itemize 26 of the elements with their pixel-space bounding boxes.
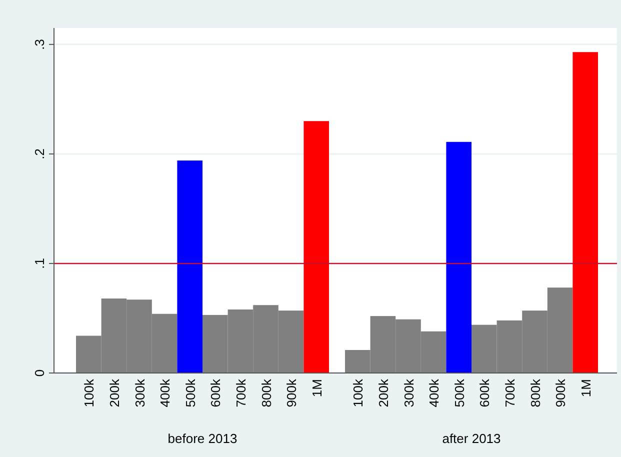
x-tick-label: 500k (452, 378, 467, 408)
x-tick-label: 300k (401, 378, 416, 408)
y-tick-label: .3 (32, 39, 47, 50)
x-tick-label: 900k (284, 378, 300, 408)
x-tick-label: 100k (82, 378, 97, 408)
y-tick-label: .1 (32, 258, 47, 269)
y-tick-label: .2 (32, 148, 47, 160)
x-tick-label: 900k (553, 378, 568, 408)
y-tick-label: 0 (32, 369, 47, 377)
x-tick-label: 700k (233, 378, 248, 408)
x-tick-label: 400k (426, 378, 442, 408)
x-tick-label: 100k (350, 378, 366, 408)
x-tick-label: 200k (106, 378, 122, 408)
x-tick-label: 200k (376, 378, 391, 408)
x-tick-label: 400k (158, 378, 173, 408)
x-tick-label: 800k (528, 378, 543, 408)
text: after 2013 (442, 431, 501, 446)
x-tick-label: 1M (578, 379, 594, 398)
x-tick-label: 500k (182, 378, 198, 408)
x-tick-label: 300k (132, 378, 148, 408)
x-tick-label: 600k (477, 378, 492, 408)
text: before 2013 (168, 431, 238, 446)
x-tick-label: 700k (502, 378, 518, 408)
x-tick-label: 1M (309, 379, 324, 398)
x-tick-label: 600k (208, 378, 224, 408)
x-tick-label: 800k (258, 378, 274, 408)
